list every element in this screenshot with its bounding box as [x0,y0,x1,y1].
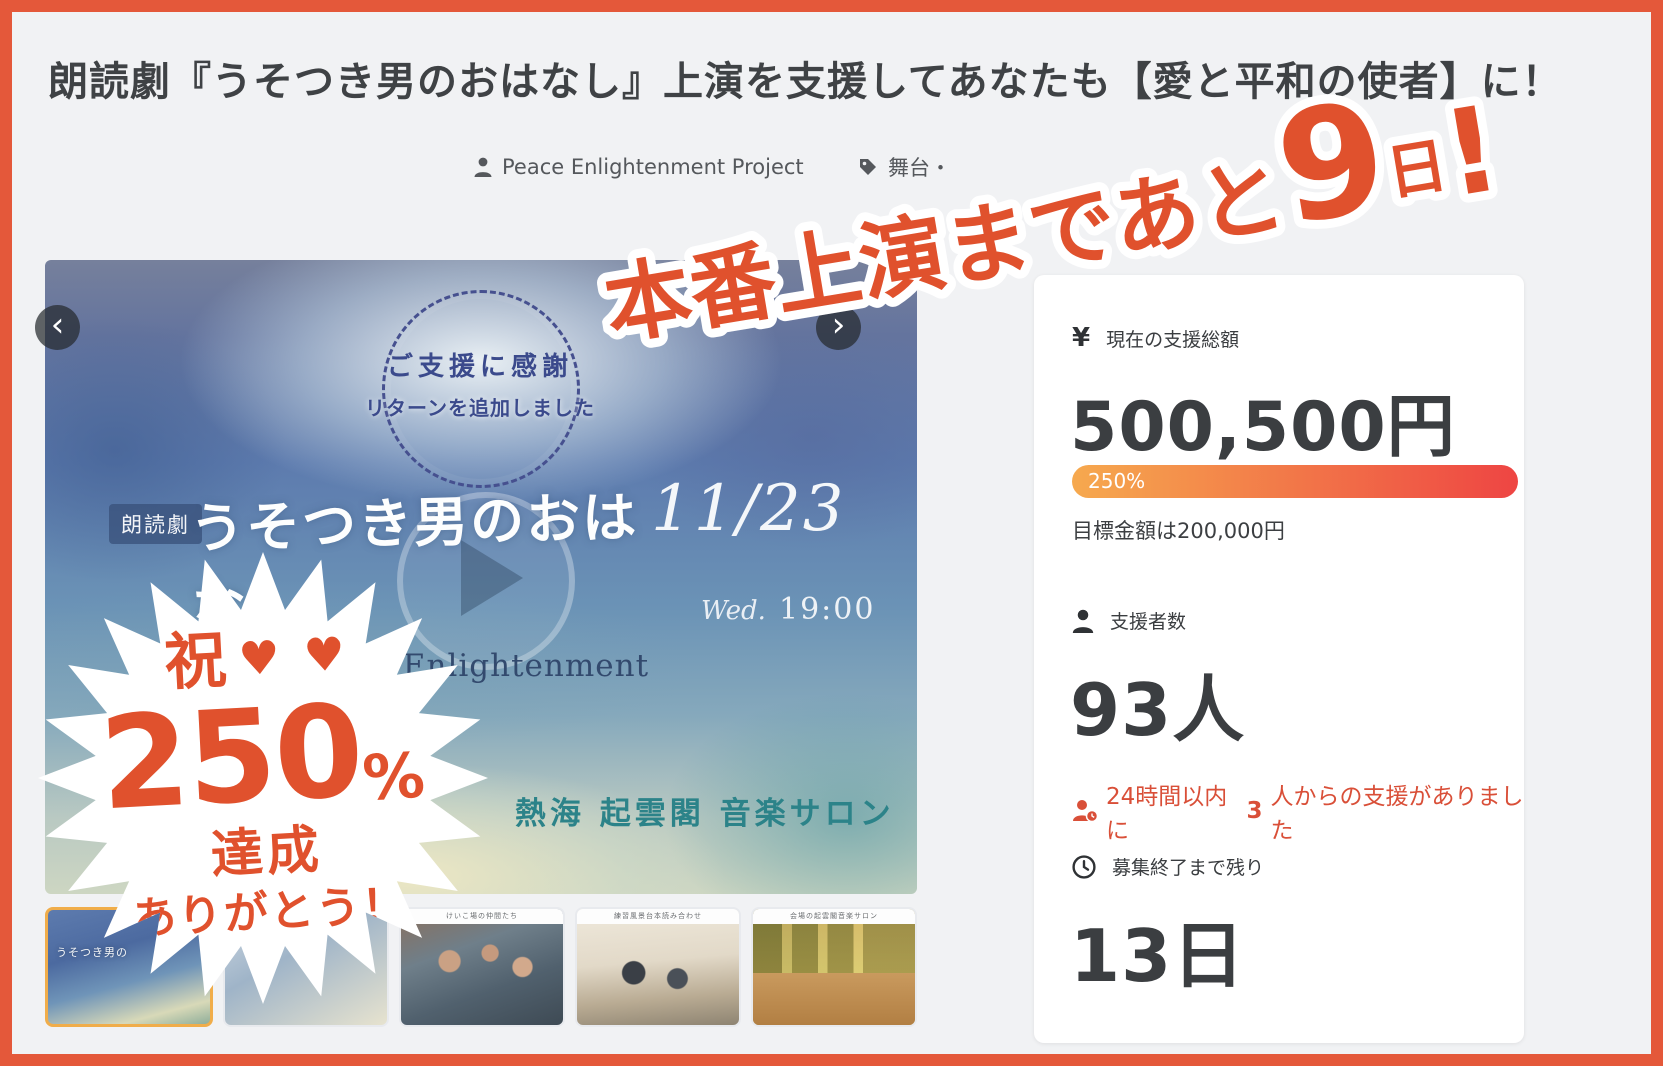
project-owner[interactable]: Peace Enlightenment Project [474,152,804,182]
thumbnail-4[interactable]: 練習風景台本読み合わせ [575,907,741,1027]
badge-percent: 250 [96,676,366,840]
raised-label: 現在の支援総額 [1106,328,1240,351]
recent-count: 3 [1246,798,1263,824]
play-icon [461,540,523,616]
user-clock-icon [1072,799,1098,823]
achievement-badge: 祝 ♥ ♥ 250 % 達成 ありがとう！ [38,552,488,1004]
badge-achieved: 達成 [209,820,325,886]
badge-percent-sign: % [360,738,427,815]
deadline-value: 13日 [1070,914,1246,998]
carousel-prev-button[interactable]: ‹ [35,305,80,350]
thumbnail-3-caption: けいこ場の仲間たち [401,909,563,924]
user-icon [474,157,492,177]
badge-thanks: ありがとう！ [130,879,410,946]
hero-genre-label: 朗読劇 [109,504,202,544]
deadline-row: 募集終了まで残り [1072,853,1264,880]
thumbnail-1-text: うそつき男の [56,946,128,959]
thumbnail-3[interactable]: けいこ場の仲間たち [399,907,565,1027]
progress-label: 250% [1088,469,1146,493]
owner-name: Peace Enlightenment Project [502,155,804,179]
backers-label: 支援者数 [1110,611,1187,633]
funding-stats-card: ¥ 現在の支援総額 500,500円 250% 目標金額は200,000円 支援… [1034,275,1524,1043]
thumbnail-5-caption: 会場の起雲閣音楽サロン [753,909,915,924]
thumbnail-5[interactable]: 会場の起雲閣音楽サロン [751,907,917,1027]
hero-date: 11/23 [651,472,846,546]
play-button[interactable] [397,492,575,670]
hero-time: 19:00 [779,592,876,627]
goal-text: 目標金額は200,000円 [1072,519,1285,543]
category-label: 舞台・ [888,156,951,180]
raised-amount: 500,500円 [1070,388,1456,467]
deadline-label: 募集終了まで残り [1112,857,1265,879]
chevron-right-icon: › [831,305,846,345]
hero-weekday: Wed. [701,596,766,626]
progress-bar: 250% [1072,465,1518,498]
carousel-next-button[interactable]: › [816,305,861,350]
hearts-icon: ♥ ♥ [237,626,351,687]
recent-prefix: 24時間以内に [1106,784,1228,844]
tag-icon [858,157,878,177]
wreath-text-2: リターンを追加しました [365,396,595,420]
recent-support-note: 24時間以内に 3 人からの支援がありました [1072,777,1524,845]
wreath-decoration [382,290,580,488]
hero-venue: 熱海 起雲閣 音楽サロン [515,796,895,832]
chevron-left-icon: ‹ [50,305,65,345]
page-title: 朗読劇『うそつき男のおはなし』上演を支援してあなたも【愛と平和の使者】に！ [48,59,1563,105]
raised-row: ¥ 現在の支援総額 [1072,323,1239,353]
project-category[interactable]: 舞台・ [858,152,951,182]
thumbnail-strip: うそつき男の けいこ場の仲間たち 練習風景台本読み合わせ 会場の起雲閣音楽サロン [45,907,917,1027]
recent-suffix: 人からの支援がありました [1270,784,1524,844]
yen-icon: ¥ [1072,323,1091,353]
wreath-text-1: ご支援に感謝 [386,352,573,382]
clock-icon [1072,854,1096,879]
user-icon [1072,609,1094,633]
backers-count: 93人 [1070,668,1246,752]
thumbnail-4-caption: 練習風景台本読み合わせ [577,909,739,924]
backers-row: 支援者数 [1072,607,1186,634]
